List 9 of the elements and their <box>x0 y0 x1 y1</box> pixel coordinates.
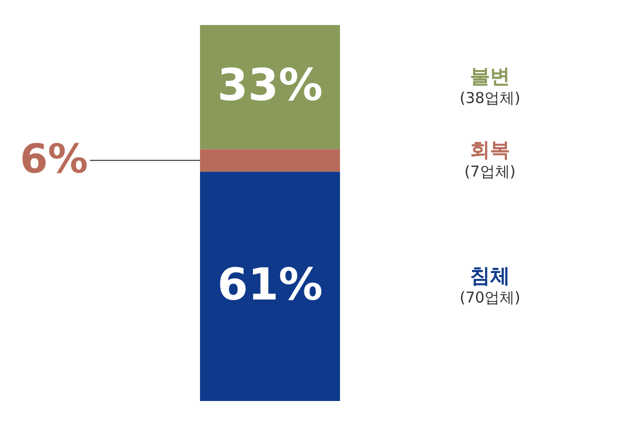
data-label: 33% <box>217 60 323 112</box>
data-label: 61% <box>217 259 323 310</box>
text: (38업체) <box>460 89 520 108</box>
text: 불변 <box>470 64 510 88</box>
data-label: 6% <box>20 136 88 182</box>
text: (7업체) <box>464 162 516 180</box>
text: (70업체) <box>460 288 520 306</box>
text: 회복 <box>470 137 510 162</box>
text: 침체 <box>470 263 510 288</box>
